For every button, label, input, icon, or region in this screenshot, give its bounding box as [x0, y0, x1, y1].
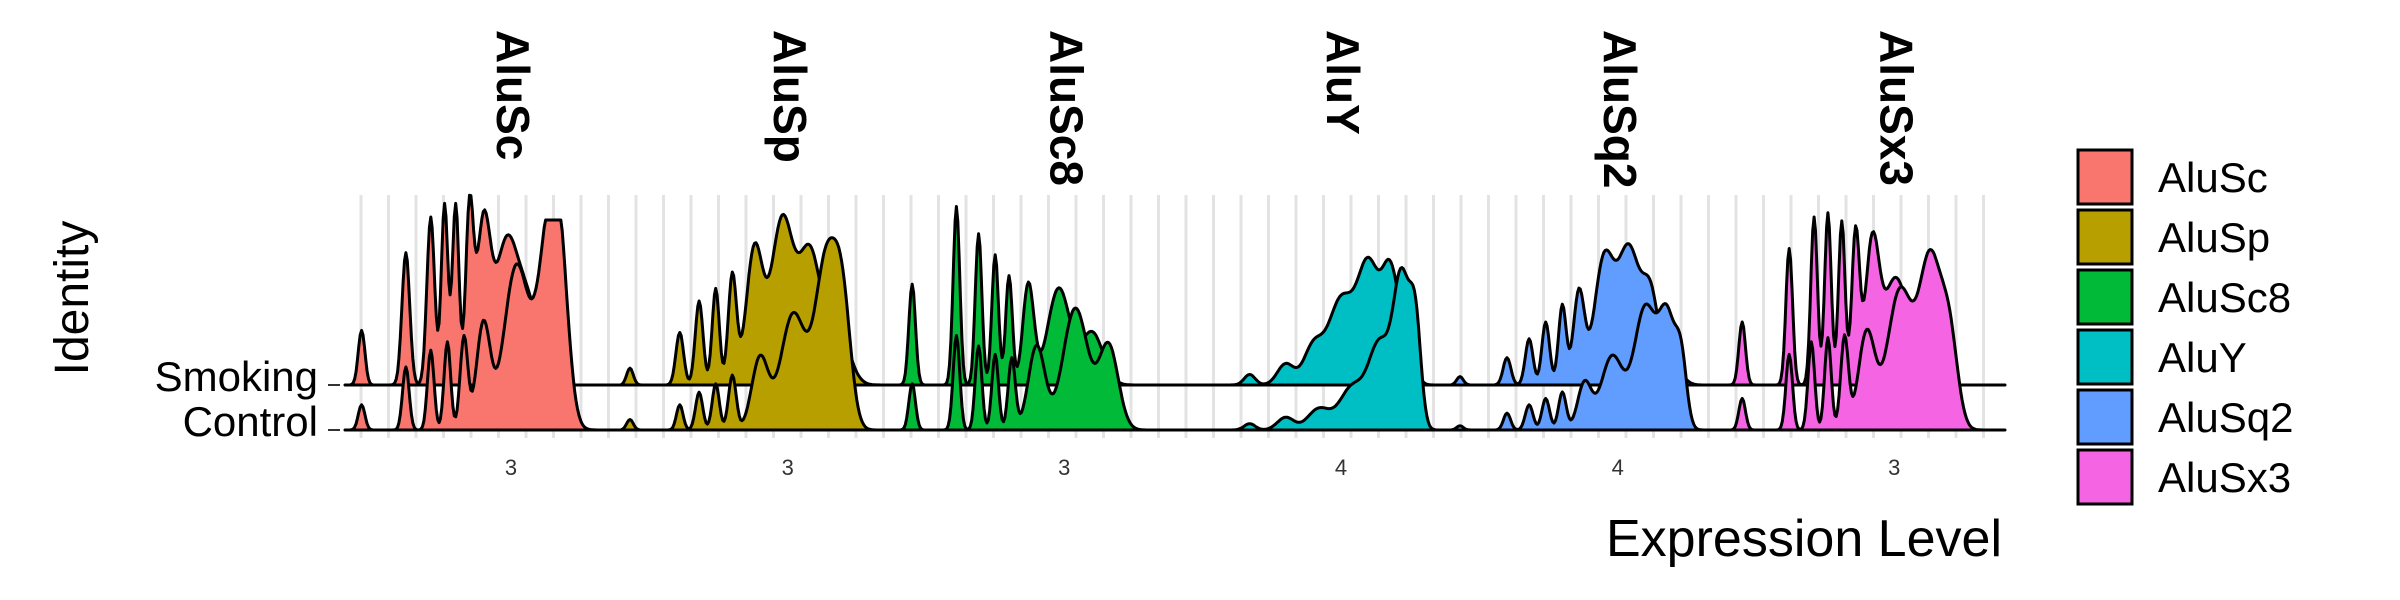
legend-swatch	[2076, 148, 2134, 206]
x-axis-title: Expression Level	[1606, 510, 2002, 568]
panel-title: AluSc8	[1041, 30, 1093, 186]
panel-title: AluSq2	[1594, 30, 1646, 188]
legend-label: AluSc	[2158, 154, 2268, 201]
ridge-areas	[343, 193, 2007, 432]
ridge-AluSc8-Control	[896, 306, 1177, 432]
panel-title: AluSp	[764, 30, 816, 163]
ridge-AluSx3-Control	[1726, 248, 2007, 432]
legend-label: AluSp	[2158, 214, 2270, 261]
x-tick-label: 3	[505, 455, 517, 480]
legend-swatch	[2076, 208, 2134, 266]
ridge-AluSq2-Smoking	[1450, 242, 1730, 387]
legend-swatch	[2076, 388, 2134, 446]
x-tick-label: 3	[1058, 455, 1070, 480]
legend-swatch	[2076, 328, 2134, 386]
legend-label: AluY	[2158, 334, 2247, 381]
ridge-AluSp-Control	[620, 236, 900, 432]
legend-label: AluSq2	[2158, 394, 2293, 441]
x-tick-label: 4	[1335, 455, 1347, 480]
identity-label: Control	[183, 398, 318, 445]
ridge-AluSc-Smoking	[343, 193, 624, 387]
panel-title: AluSx3	[1871, 30, 1923, 186]
x-tick-label: 3	[1888, 455, 1900, 480]
legend: AluSc AluSp AluSc8 AluY AluSq2 AluSx3	[2076, 148, 2293, 506]
legend-swatch	[2076, 448, 2134, 506]
panel-title: AluSc	[487, 30, 539, 160]
panel-title: AluY	[1317, 30, 1369, 135]
y-axis-title: Identity	[46, 221, 99, 376]
identity-label: Smoking	[155, 353, 318, 400]
ridge-AluY-Control	[1173, 266, 1454, 432]
legend-label: AluSc8	[2158, 274, 2291, 321]
legend-swatch	[2076, 268, 2134, 326]
legend-label: AluSx3	[2158, 454, 2291, 501]
ridge-AluSq2-Control	[1450, 302, 1730, 432]
x-tick-label: 3	[782, 455, 794, 480]
ridge-AluSc-Control	[343, 218, 624, 432]
x-tick-label: 4	[1612, 455, 1624, 480]
